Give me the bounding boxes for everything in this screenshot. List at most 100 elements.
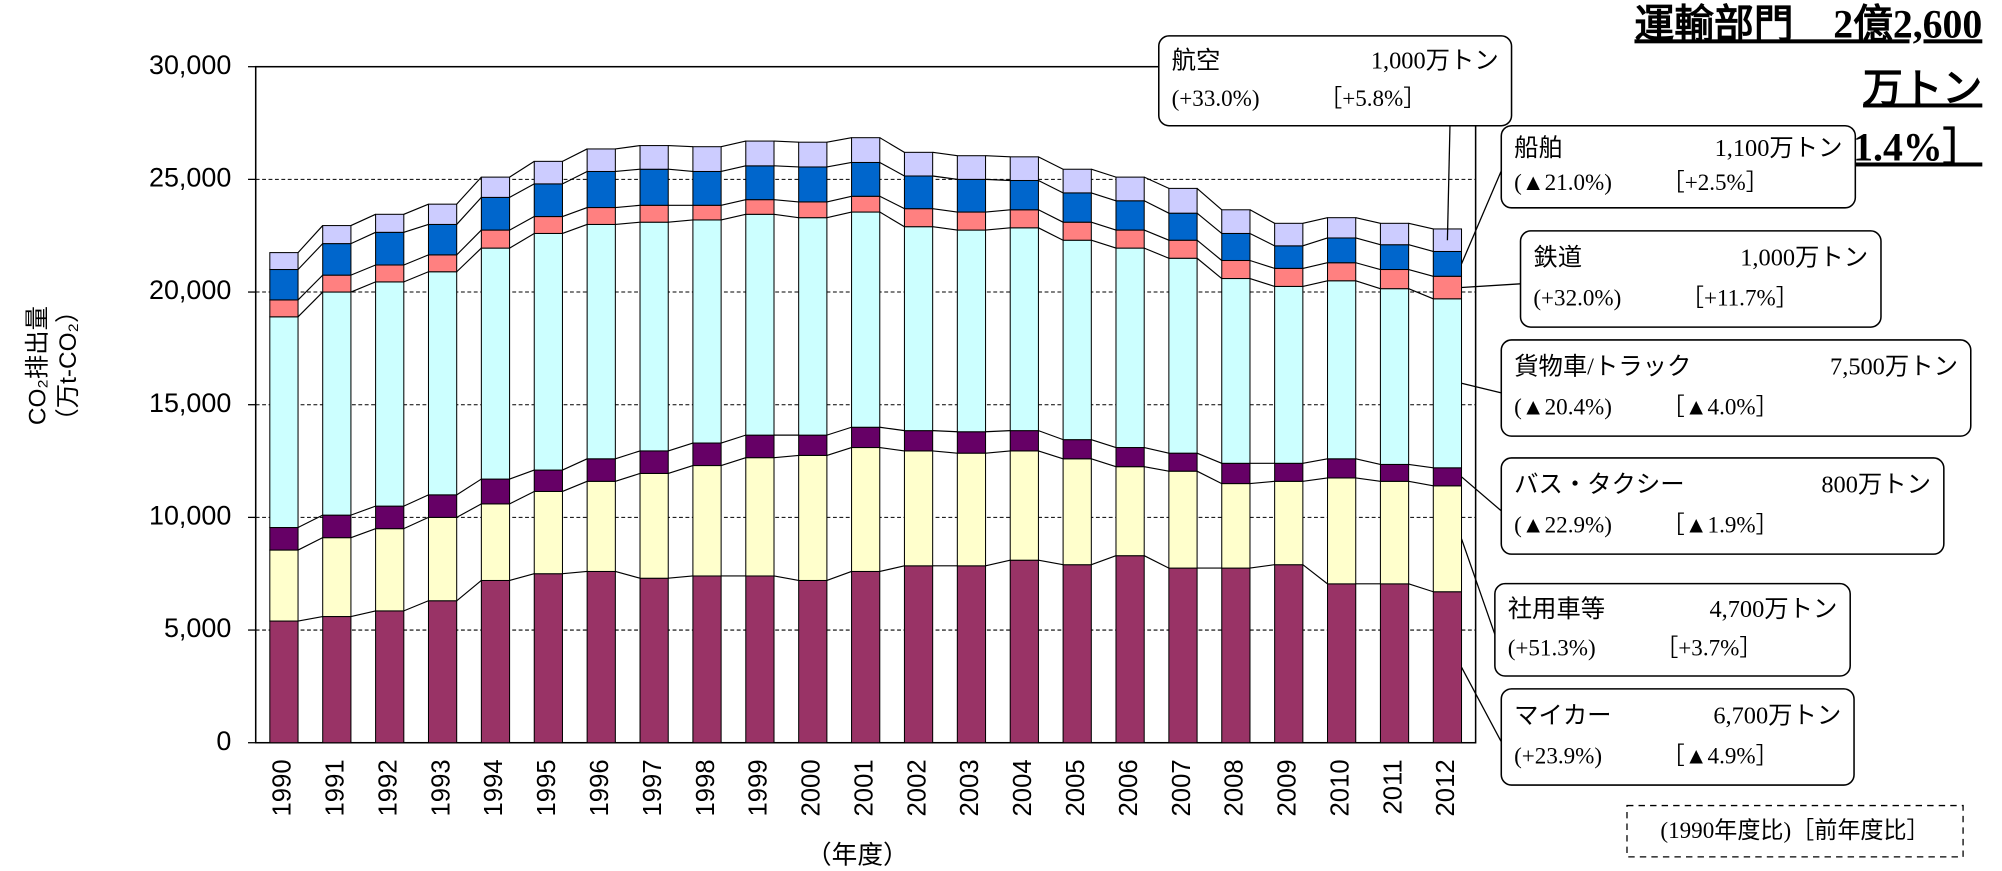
bar-segment [1062, 221, 1092, 241]
stack-connector [1408, 463, 1434, 469]
bar-segment [586, 207, 616, 225]
callout-change-prev: ［▲4.9%］ [1662, 742, 1779, 768]
callout-change-1990: (+32.0%) [1533, 284, 1621, 310]
bar-segment [1009, 450, 1039, 561]
bar-segment [480, 503, 511, 581]
bar-segment [586, 148, 616, 173]
x-tick-label: 2008 [1221, 759, 1249, 816]
callout-box [1158, 35, 1513, 127]
callout-pointer [1446, 125, 1451, 241]
stack-connector [773, 140, 799, 143]
bar-segment [903, 226, 934, 432]
bar-segment [851, 211, 881, 428]
callout-change-1990: (+23.9%) [1514, 742, 1602, 768]
stack-connector [350, 213, 376, 227]
bar-segment [692, 219, 722, 444]
stack-connector [562, 480, 588, 493]
x-tick-label: 1999 [745, 759, 773, 816]
bar-segment [1327, 217, 1357, 239]
stack-connector [826, 446, 852, 456]
stack-connector [1091, 239, 1117, 249]
bar-segment [480, 176, 511, 198]
bar-segment [903, 565, 934, 744]
bar-segment [1009, 430, 1039, 452]
stack-connector [1196, 212, 1223, 234]
callout-change-1990: (▲20.4%) [1514, 394, 1612, 420]
bar-segment [851, 161, 881, 197]
stack-connector [879, 161, 905, 177]
stack-connector [403, 203, 429, 215]
bar-segment [533, 573, 563, 744]
stack-connector [1355, 262, 1381, 271]
x-tick-label: 2007 [1168, 759, 1196, 816]
stack-connector [826, 195, 852, 203]
bar-segment [1379, 583, 1410, 744]
callout-amount: 1,000万トン [1371, 47, 1499, 74]
callout-label: 航空 [1172, 47, 1221, 74]
stack-connector [297, 514, 323, 529]
stack-connector [1408, 480, 1434, 487]
stack-connector [1355, 458, 1381, 465]
stack-connector [720, 165, 746, 173]
bar-segment [1115, 555, 1145, 744]
bar-segment [375, 231, 405, 266]
callout-label: バス・タクシー [1514, 471, 1685, 498]
x-tick-label: 1994 [480, 759, 508, 816]
stack-connector [826, 211, 852, 219]
stack-connector [1038, 559, 1064, 566]
x-axis-title: （年度） [806, 841, 909, 870]
bar-segment [1274, 480, 1304, 566]
stack-connector [350, 281, 376, 293]
x-tick-label: 1993 [427, 759, 455, 816]
bar-segment [1168, 187, 1198, 214]
stack-connector [1196, 239, 1223, 261]
stack-connector [1302, 564, 1328, 585]
bar-segment [533, 490, 563, 575]
stack-connector [668, 219, 693, 223]
callout-box [1494, 582, 1851, 677]
stack-connector [1143, 229, 1170, 241]
callout-label: 船舶 [1514, 135, 1563, 162]
stack-connector [1302, 458, 1328, 464]
stack-connector [1249, 232, 1275, 247]
bar-segment [1062, 168, 1092, 194]
bar-segment [1274, 285, 1304, 464]
bar-segment [1115, 466, 1145, 557]
callout-pointer [1460, 170, 1502, 265]
stack-connector [1355, 237, 1381, 246]
stack-connector [1249, 564, 1275, 569]
stack-connector [1249, 209, 1275, 224]
stack-connector [456, 176, 482, 205]
callout-pointer [1461, 283, 1521, 289]
bar-segment [269, 549, 299, 622]
bar-segment [322, 225, 352, 245]
stack-connector [668, 575, 693, 579]
stack-connector [1249, 259, 1275, 269]
x-tick-label: 1992 [374, 759, 402, 816]
stack-connector [509, 232, 535, 249]
stack-connector [1408, 268, 1434, 277]
stack-connector [615, 204, 641, 209]
bar-segment [745, 457, 775, 577]
bar-segment [1168, 257, 1198, 454]
bar-segment [375, 264, 405, 283]
bar-segment [1009, 179, 1039, 211]
bar-segment [480, 579, 511, 744]
bar-segment [639, 145, 669, 170]
bar-segment [533, 232, 563, 471]
bar-segment [692, 170, 722, 206]
bar-segment [798, 434, 828, 456]
stack-connector [932, 450, 958, 454]
stack-connector [615, 168, 641, 173]
stack-connector [615, 450, 641, 460]
bar-segment [1062, 458, 1092, 566]
bar-segment [1327, 237, 1357, 264]
stack-connector [1038, 227, 1064, 241]
bar-segment [1327, 477, 1357, 585]
stack-connector [297, 537, 323, 551]
stack-connector [932, 430, 958, 433]
stack-connector [1249, 277, 1275, 287]
bar-segment [798, 201, 828, 219]
bar-segment [1221, 278, 1251, 464]
bar-segment [639, 577, 669, 744]
